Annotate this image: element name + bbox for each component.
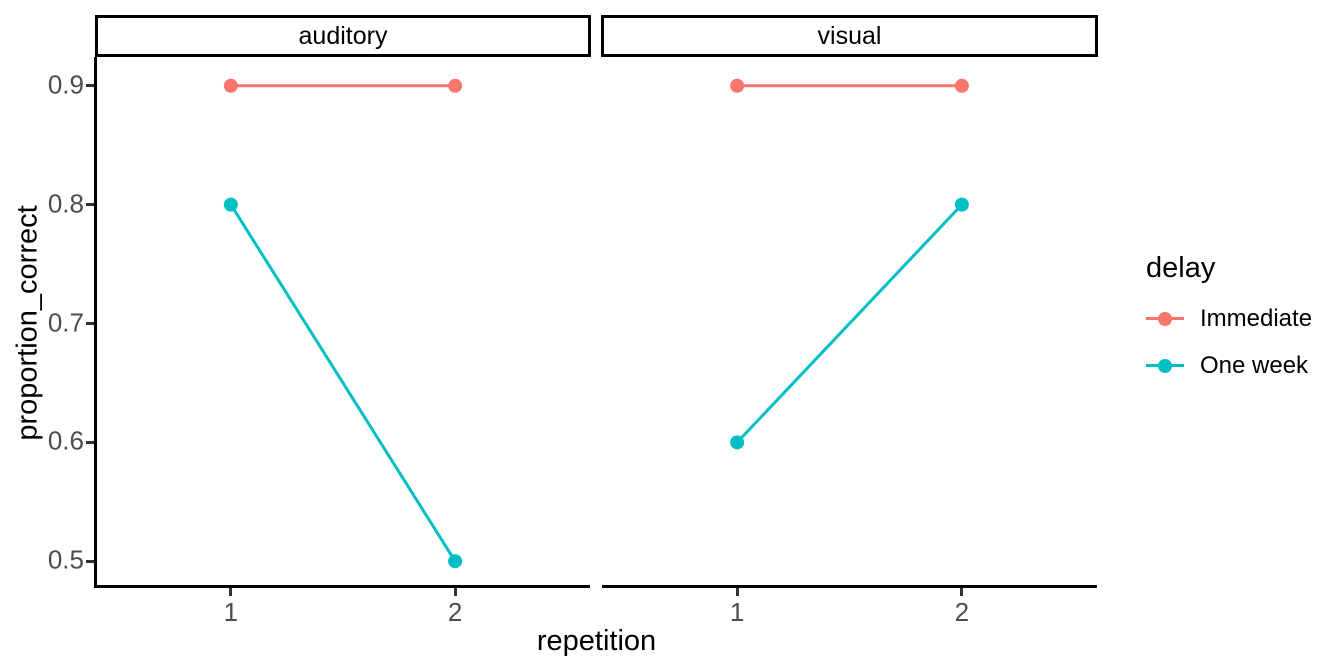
facet-strip-visual: visual — [601, 15, 1098, 57]
y-tick-label: 0.8 — [47, 187, 84, 218]
data-point — [954, 78, 969, 93]
y-tick-mark — [86, 559, 94, 563]
series-line-one-week — [736, 203, 963, 444]
y-axis-line — [94, 57, 97, 588]
data-point — [223, 197, 238, 212]
y-tick-mark — [86, 203, 94, 207]
x-axis-title: repetition — [536, 625, 657, 657]
y-tick-mark — [86, 440, 94, 444]
data-point — [223, 78, 238, 93]
y-tick-mark — [86, 322, 94, 325]
y-tick-label: 0.6 — [47, 425, 84, 456]
data-point — [448, 78, 463, 93]
facet-panel-auditory — [223, 78, 463, 569]
legend-label: One week — [1200, 352, 1309, 379]
x-tick-label: 1 — [223, 597, 239, 627]
legend-key-dot — [1158, 312, 1172, 326]
x-tick-label: 2 — [447, 597, 463, 627]
x-tick-mark — [453, 588, 457, 596]
y-tick-mark — [86, 84, 94, 88]
x-tick-mark — [229, 588, 233, 596]
x-tick-label: 1 — [729, 597, 745, 627]
data-point — [730, 78, 745, 93]
legend-title: delay — [1146, 252, 1216, 284]
y-tick-label: 0.9 — [47, 69, 84, 100]
x-tick-label: 2 — [954, 597, 970, 627]
x-axis-line-auditory — [96, 585, 590, 588]
legend-entry-one-week: One week — [1146, 349, 1308, 383]
x-axis-line-visual — [602, 585, 1097, 588]
data-point — [730, 435, 745, 450]
x-tick-mark — [960, 588, 964, 596]
legend-key-one-week-icon — [1146, 359, 1184, 373]
legend: delay Immediate One week — [1146, 250, 1312, 396]
y-tick-label: 0.5 — [47, 544, 84, 575]
data-point — [448, 554, 463, 569]
y-tick-label: 0.7 — [47, 306, 84, 337]
legend-label: Immediate — [1200, 305, 1313, 332]
legend-entry-immediate: Immediate — [1146, 302, 1312, 336]
x-tick-mark — [735, 588, 739, 596]
legend-key-immediate-icon — [1146, 312, 1184, 326]
legend-key-dot — [1158, 359, 1172, 373]
facet-panel-visual — [730, 78, 969, 450]
facet-strip-auditory: auditory — [95, 15, 591, 57]
data-point — [954, 197, 969, 212]
series-line-one-week — [229, 203, 457, 563]
